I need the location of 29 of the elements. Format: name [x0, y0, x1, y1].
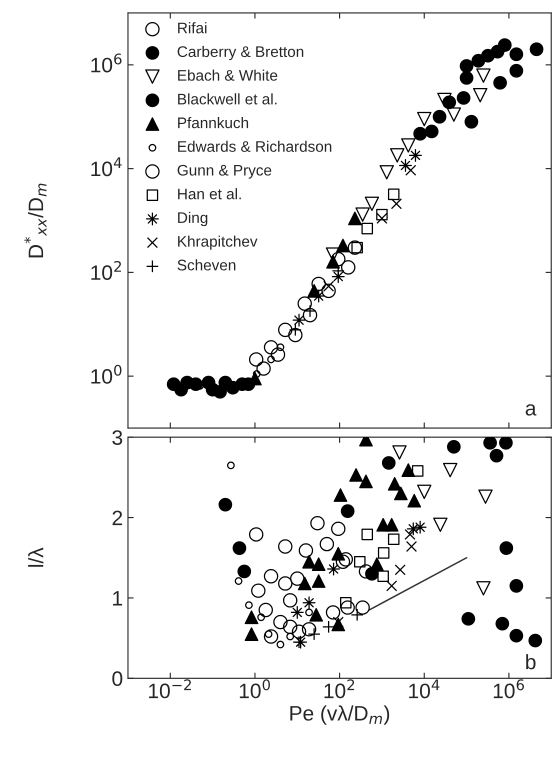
x-tick-label: 10$^{−2}$: [149, 679, 191, 698]
y-tick-label: 2: [112, 510, 122, 526]
legend-label: Pfannkuch: [178, 116, 248, 128]
y-tick-label: 10$^{4}$: [91, 157, 122, 176]
legend-label: Rifai: [178, 22, 206, 34]
x-tick-label: 10$^{0}$: [240, 679, 270, 698]
legend-label: Ding: [178, 212, 208, 226]
legend-label: Carberry & Bretton: [178, 46, 304, 60]
y-tick-label: 0: [112, 671, 122, 686]
legend-label: Gunn & Pryce: [178, 164, 272, 179]
legend-label: Ebach & White: [178, 70, 278, 81]
y-tick-label: 3: [112, 430, 122, 445]
x-tick-label: 10$^{2}$: [324, 679, 354, 698]
y-axis-title: l/λ: [28, 548, 44, 567]
y-tick-label: 10$^{6}$: [91, 53, 122, 72]
y-axis-title: D$^{*}$$_{xx}$/D$_{m}$: [24, 184, 46, 258]
x-tick-label: 10$^{6}$: [494, 679, 524, 698]
annotation: a: [526, 404, 536, 416]
legend-label: Han et al.: [178, 188, 241, 200]
y-tick-label: 10$^{2}$: [91, 260, 121, 280]
x-tick-label: 10$^{4}$: [409, 680, 440, 698]
legend-label: Scheven: [178, 259, 236, 270]
legend-label: Edwards & Richardson: [178, 140, 332, 152]
legend-label: Khrapitchev: [178, 236, 258, 250]
legend-label: Blackwell et al.: [178, 93, 277, 104]
y-tick-label: 1: [113, 591, 122, 606]
y-tick-label: 10$^{0}$: [91, 364, 122, 384]
x-axis-title: Pe (vλ/D$_{m}$): [290, 705, 390, 725]
annotation: b: [526, 654, 536, 670]
